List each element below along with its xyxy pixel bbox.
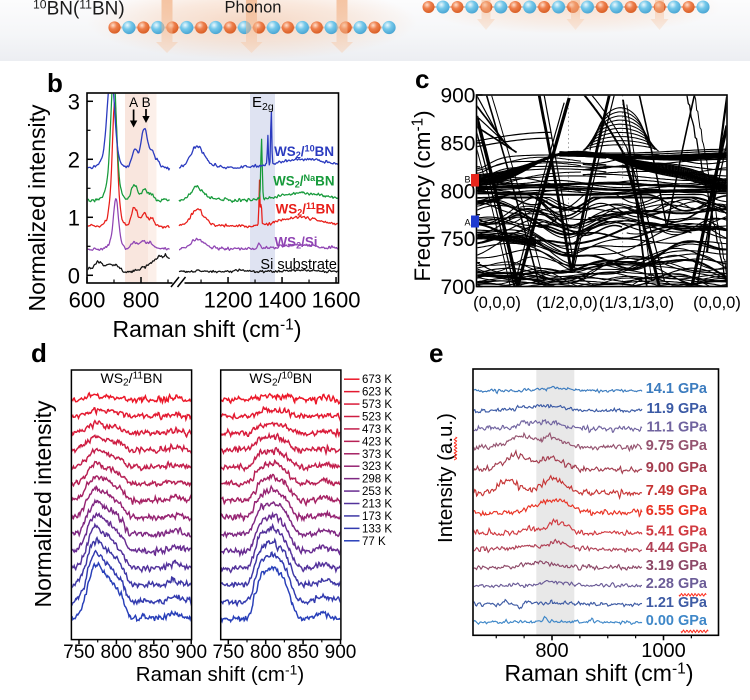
svg-text:1200: 1200 xyxy=(204,288,253,313)
svg-text:850: 850 xyxy=(440,132,475,155)
svg-text:253 K: 253 K xyxy=(362,486,392,498)
svg-text:1400: 1400 xyxy=(258,288,307,313)
svg-text:Raman shift (cm-1): Raman shift (cm-1) xyxy=(113,316,302,342)
svg-text:Si substrate: Si substrate xyxy=(260,257,337,273)
svg-text:Raman shift (cm-1): Raman shift (cm-1) xyxy=(505,660,694,686)
svg-text:323 K: 323 K xyxy=(362,461,392,473)
svg-text:1.21 GPa: 1.21 GPa xyxy=(646,595,708,611)
svg-text:9.75 GPa: 9.75 GPa xyxy=(646,438,708,454)
svg-text:800: 800 xyxy=(440,180,475,203)
svg-text:673 K: 673 K xyxy=(362,374,392,386)
svg-text:1: 1 xyxy=(68,205,80,230)
svg-text:750: 750 xyxy=(212,642,244,663)
svg-text:Frequency (cm-1): Frequency (cm-1) xyxy=(410,110,436,281)
svg-text:WS2/10BN: WS2/10BN xyxy=(249,370,312,389)
svg-text:(0,0,0): (0,0,0) xyxy=(473,294,521,312)
svg-text:WS2/11BN: WS2/11BN xyxy=(100,370,162,389)
svg-text:(1/3,1/3,0): (1/3,1/3,0) xyxy=(599,294,674,312)
svg-text:473 K: 473 K xyxy=(362,424,392,436)
svg-text:Normalized intensity: Normalized intensity xyxy=(30,400,56,608)
svg-text:WS2/11BN: WS2/11BN xyxy=(276,201,335,218)
svg-text:11.9 GPa: 11.9 GPa xyxy=(647,401,708,417)
svg-text:e: e xyxy=(429,338,443,368)
svg-text:850: 850 xyxy=(287,642,319,663)
svg-text:E2g: E2g xyxy=(252,94,274,113)
svg-text:11.1 GPa: 11.1 GPa xyxy=(647,419,708,435)
svg-text:373 K: 373 K xyxy=(362,449,392,461)
svg-text:173 K: 173 K xyxy=(362,511,392,523)
svg-text:Normalized intensity: Normalized intensity xyxy=(24,104,50,312)
svg-text:900: 900 xyxy=(440,85,475,108)
svg-text:5.41 GPa: 5.41 GPa xyxy=(646,524,708,540)
svg-text:573 K: 573 K xyxy=(362,399,392,411)
svg-text:9.00 GPa: 9.00 GPa xyxy=(646,460,708,476)
svg-text:700: 700 xyxy=(440,276,475,299)
svg-text:A: A xyxy=(464,218,470,228)
svg-text:800: 800 xyxy=(535,640,568,662)
svg-text:800: 800 xyxy=(250,642,282,663)
svg-text:800: 800 xyxy=(123,288,160,313)
svg-text:750: 750 xyxy=(63,642,95,663)
svg-text:A: A xyxy=(129,95,138,110)
svg-text:WS2/Si: WS2/Si xyxy=(274,235,317,251)
svg-text:B: B xyxy=(142,95,151,110)
svg-text:7.49 GPa: 7.49 GPa xyxy=(646,483,708,499)
svg-text:c: c xyxy=(415,64,429,94)
svg-text:623 K: 623 K xyxy=(362,387,392,399)
svg-text:213 K: 213 K xyxy=(362,499,392,511)
svg-text:600: 600 xyxy=(69,288,106,313)
svg-text:1600: 1600 xyxy=(312,288,361,313)
svg-text:2: 2 xyxy=(68,147,80,172)
svg-text:850: 850 xyxy=(138,642,170,663)
svg-text:900: 900 xyxy=(175,642,207,663)
svg-text:900: 900 xyxy=(325,642,357,663)
svg-text:423 K: 423 K xyxy=(362,436,392,448)
svg-text:1000: 1000 xyxy=(641,640,686,662)
svg-text:800: 800 xyxy=(101,642,133,663)
svg-text:WS2/10BN: WS2/10BN xyxy=(274,144,334,161)
svg-text:523 K: 523 K xyxy=(362,411,392,423)
svg-text:(0,0,0): (0,0,0) xyxy=(693,294,741,312)
svg-text:b: b xyxy=(47,68,63,98)
svg-text:0.00 GPa: 0.00 GPa xyxy=(646,613,708,629)
svg-text:B: B xyxy=(464,175,470,185)
svg-text:133 K: 133 K xyxy=(362,523,392,535)
svg-text:298 K: 298 K xyxy=(362,474,392,486)
svg-text:Intensity (a.u.): Intensity (a.u.) xyxy=(434,413,457,543)
svg-text:(1/2,0,0): (1/2,0,0) xyxy=(536,294,597,312)
svg-text:77 K: 77 K xyxy=(362,536,386,548)
svg-text:6.55 GPa: 6.55 GPa xyxy=(646,503,708,519)
svg-text:d: d xyxy=(31,338,47,368)
svg-text:4.44 GPa: 4.44 GPa xyxy=(646,540,708,556)
svg-text:750: 750 xyxy=(440,228,475,251)
svg-text:WS2/NaBN: WS2/NaBN xyxy=(273,173,334,190)
svg-text:Phonon: Phonon xyxy=(225,0,282,17)
svg-text:3.19 GPa: 3.19 GPa xyxy=(646,558,708,574)
svg-text:14.1 GPa: 14.1 GPa xyxy=(646,381,708,397)
svg-text:2.28 GPa: 2.28 GPa xyxy=(646,576,708,592)
svg-text:10BN(11BN): 10BN(11BN) xyxy=(33,0,125,20)
svg-text:0: 0 xyxy=(68,263,80,288)
svg-text:Raman shift (cm-1): Raman shift (cm-1) xyxy=(136,662,304,687)
svg-text:3: 3 xyxy=(68,89,80,114)
